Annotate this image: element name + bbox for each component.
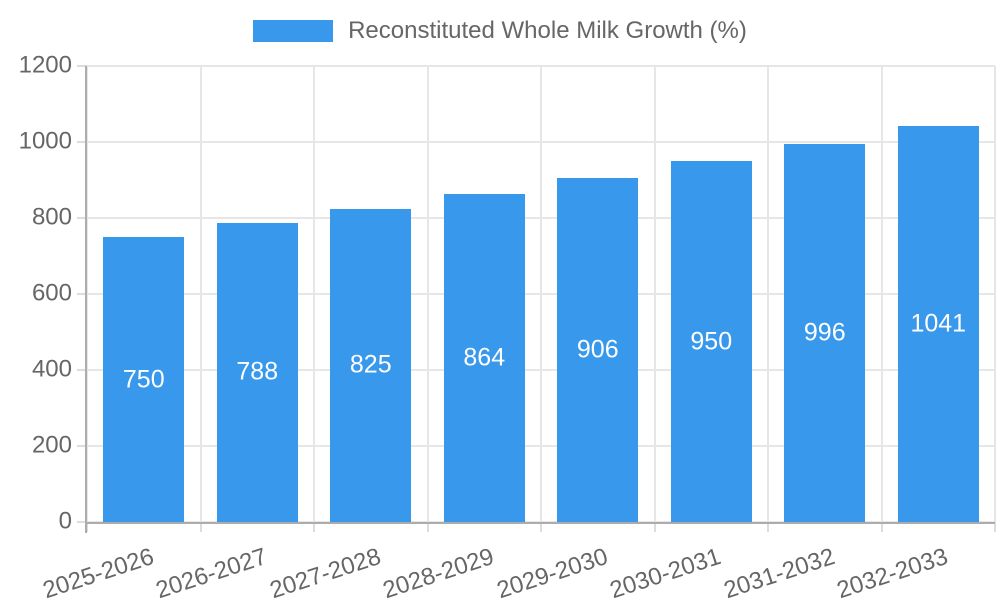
legend-swatch-icon xyxy=(253,20,334,42)
x-tick-label: 2026-2027 xyxy=(153,543,271,600)
bar-value-label: 996 xyxy=(803,318,846,347)
bar[interactable] xyxy=(784,143,866,522)
legend-label: Reconstituted Whole Milk Growth (%) xyxy=(348,17,747,44)
y-tick-label: 0 xyxy=(58,507,72,535)
y-tick-label: 600 xyxy=(31,279,72,307)
x-tick-mark xyxy=(86,522,88,532)
bar[interactable] xyxy=(897,126,979,522)
x-gridline xyxy=(880,66,883,522)
bar[interactable] xyxy=(216,222,298,522)
bar-value-label: 950 xyxy=(690,327,733,355)
bar-value-label: 750 xyxy=(122,365,165,393)
bar-value-label: 788 xyxy=(236,357,279,386)
x-tick-label: 2031-2032 xyxy=(720,543,839,600)
bar-value-label: 1041 xyxy=(910,309,967,338)
y-tick-mark xyxy=(77,141,87,143)
x-tick-label: 2027-2028 xyxy=(266,543,385,600)
x-axis-line xyxy=(85,522,995,524)
bar-value-label: 906 xyxy=(576,335,619,364)
y-axis-line xyxy=(85,66,87,533)
x-gridline xyxy=(994,66,996,522)
x-tick-mark xyxy=(313,522,315,532)
y-tick-mark xyxy=(77,293,87,295)
y-tick-label: 1200 xyxy=(18,51,72,79)
x-tick-label: 2030-2031 xyxy=(607,543,725,600)
bar[interactable] xyxy=(330,208,412,522)
x-tick-label: 2029-2030 xyxy=(493,543,612,600)
x-tick-label: 2025-2026 xyxy=(39,543,158,600)
x-gridline xyxy=(767,66,769,522)
x-gridline xyxy=(653,66,656,522)
x-tick-mark xyxy=(767,522,769,532)
x-gridline xyxy=(199,66,202,522)
bar[interactable] xyxy=(670,161,752,522)
x-tick-mark xyxy=(994,522,996,532)
x-tick-mark xyxy=(653,522,656,532)
bar-value-label: 825 xyxy=(349,350,392,379)
y-tick-label: 200 xyxy=(31,431,72,459)
x-tick-mark xyxy=(880,522,883,532)
y-tick-mark xyxy=(77,369,87,371)
bar[interactable] xyxy=(103,237,185,522)
y-tick-label: 400 xyxy=(31,355,72,383)
x-gridline xyxy=(426,66,429,522)
bar[interactable] xyxy=(557,177,639,522)
y-tick-mark xyxy=(77,445,87,447)
x-gridline xyxy=(86,66,88,522)
x-gridline xyxy=(313,66,315,522)
y-tick-label: 1000 xyxy=(18,127,72,155)
y-tick-label: 800 xyxy=(31,203,72,231)
x-gridline xyxy=(540,66,542,522)
x-tick-label: 2032-2033 xyxy=(834,543,952,600)
legend[interactable]: Reconstituted Whole Milk Growth (%) xyxy=(0,16,1000,46)
x-tick-mark xyxy=(540,522,542,532)
y-tick-mark xyxy=(77,65,87,67)
bar[interactable] xyxy=(443,193,525,522)
y-tick-mark xyxy=(77,217,87,219)
x-tick-label: 2028-2029 xyxy=(380,543,498,600)
x-tick-mark xyxy=(426,522,429,532)
bar-value-label: 864 xyxy=(463,343,506,372)
y-tick-mark xyxy=(77,521,87,523)
x-tick-mark xyxy=(199,522,202,532)
